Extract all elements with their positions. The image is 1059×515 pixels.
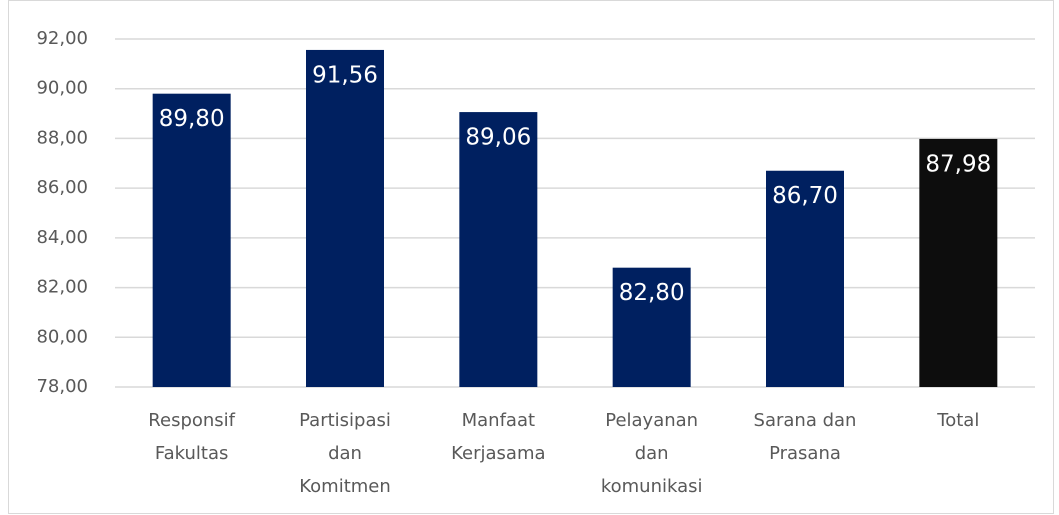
x-tick-label: dan [635, 443, 669, 464]
y-tick-label: 78,00 [36, 376, 88, 397]
x-tick-label: dan [328, 443, 362, 464]
x-tick-label: Partisipasi [299, 410, 391, 431]
y-tick-label: 86,00 [36, 177, 88, 198]
bar [459, 112, 538, 387]
bar [612, 267, 691, 387]
x-tick-label: Pelayanan [605, 410, 698, 431]
y-tick-label: 90,00 [36, 78, 88, 99]
x-tick-label: Kerjasama [451, 443, 545, 464]
value-label: 89,06 [465, 125, 531, 151]
bar [766, 170, 844, 387]
x-tick-label: Total [936, 410, 979, 431]
y-tick-label: 82,00 [36, 277, 88, 298]
x-tick-label: Fakultas [155, 443, 228, 464]
value-label: 87,98 [925, 151, 991, 177]
bar [306, 49, 384, 388]
x-tick-label: Manfaat [462, 410, 535, 431]
bar [152, 93, 231, 387]
y-tick-label: 80,00 [36, 326, 88, 347]
bar [919, 138, 998, 387]
x-tick-label: Sarana dan [754, 410, 857, 431]
y-tick-label: 88,00 [36, 127, 88, 148]
value-label: 86,70 [772, 183, 838, 209]
x-tick-label: Komitmen [299, 476, 391, 497]
x-tick-label: Responsif [148, 410, 235, 431]
y-tick-label: 84,00 [36, 227, 88, 248]
value-label: 82,80 [619, 280, 685, 306]
x-tick-label: Prasana [769, 443, 841, 464]
y-tick-label: 92,00 [36, 28, 88, 49]
value-label: 89,80 [159, 106, 225, 132]
value-label: 91,56 [312, 62, 378, 88]
x-tick-label: komunikasi [601, 476, 703, 497]
